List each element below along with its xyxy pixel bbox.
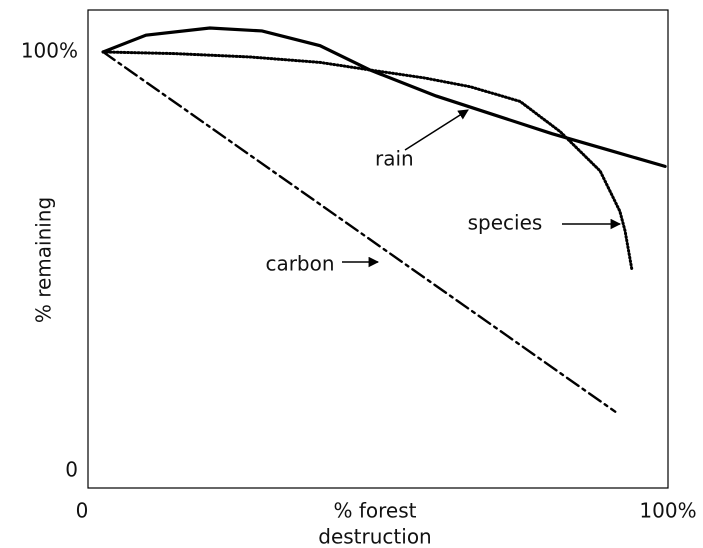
x-tick-label: 0	[76, 499, 89, 523]
series-annotation: carbon	[265, 252, 334, 276]
series-annotation: rain	[375, 147, 414, 171]
y-tick-label: 100%	[21, 38, 78, 62]
series-line	[101, 50, 634, 272]
series-line	[101, 50, 617, 413]
series-annotation: species	[468, 211, 543, 235]
y-tick-label: 0	[65, 458, 78, 482]
annotation-arrow	[404, 109, 469, 151]
x-tick-label: 100%	[639, 499, 696, 523]
plot-frame	[87, 9, 669, 489]
x-axis-label: % forest	[334, 499, 417, 523]
x-axis-label: destruction	[318, 525, 431, 548]
y-axis-label: % remaining	[32, 197, 56, 323]
